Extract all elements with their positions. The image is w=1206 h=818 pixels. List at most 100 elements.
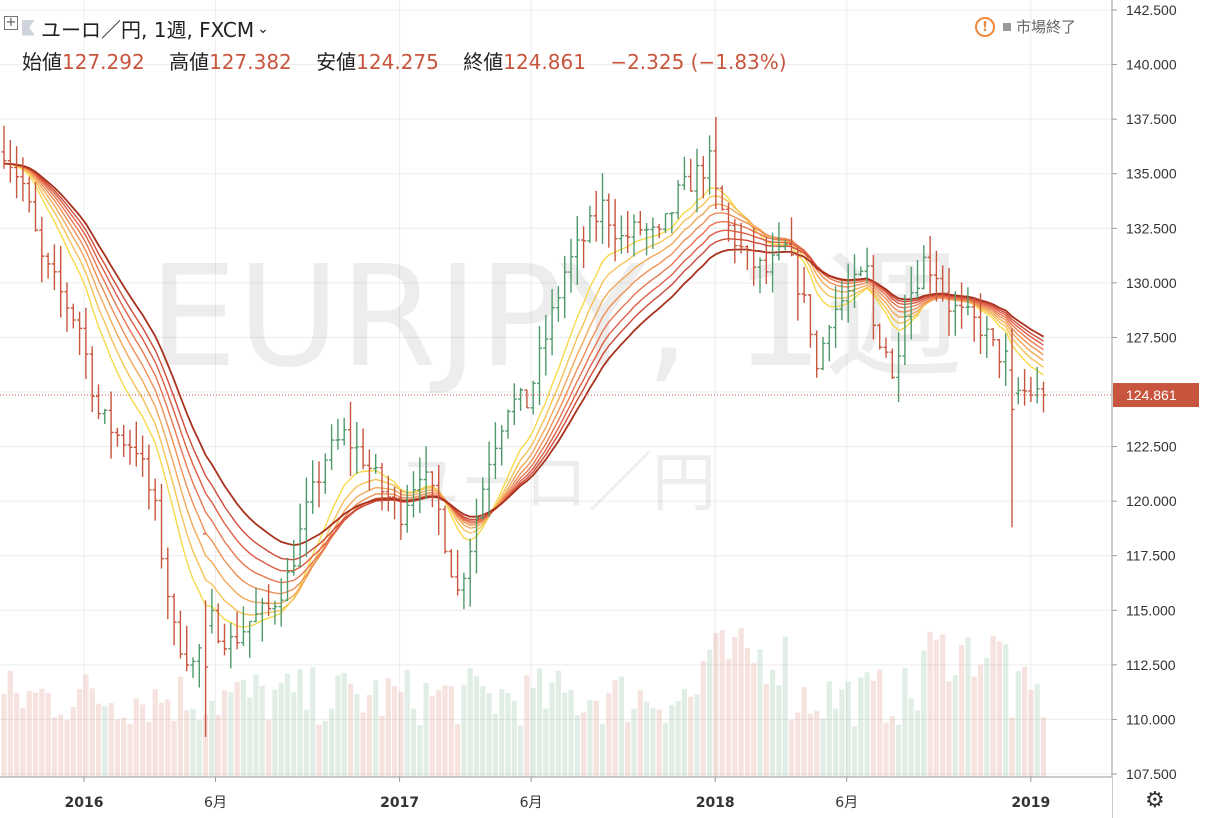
volume-bar bbox=[984, 657, 990, 777]
volume-bar bbox=[902, 668, 908, 777]
ohlc-bar bbox=[442, 505, 448, 554]
volume-bar bbox=[933, 639, 939, 777]
ohlc-bar bbox=[618, 215, 624, 254]
ohlc-bar bbox=[165, 547, 171, 620]
y-tick-label: 130.000 bbox=[1126, 275, 1177, 291]
ohlc-bar bbox=[606, 193, 612, 248]
volume-bar bbox=[14, 692, 20, 777]
volume-bar bbox=[247, 697, 253, 777]
volume-bar bbox=[795, 712, 801, 777]
ohlc-bar bbox=[417, 457, 423, 514]
ohlc-bar bbox=[70, 303, 76, 329]
y-tick-label: 117.500 bbox=[1126, 548, 1176, 564]
ohlc-bar bbox=[7, 139, 13, 183]
volume-bar bbox=[455, 724, 461, 777]
ohlc-bar bbox=[883, 337, 889, 358]
volume-bar bbox=[259, 685, 265, 777]
volume-bar bbox=[171, 721, 177, 777]
chevron-down-icon[interactable]: ⌄ bbox=[257, 20, 269, 37]
ohlc-bar bbox=[45, 252, 51, 279]
volume-bar bbox=[228, 692, 234, 777]
volume-bar bbox=[473, 676, 480, 777]
volume-bar bbox=[839, 689, 845, 777]
volume-bar bbox=[480, 686, 486, 777]
volume-bar bbox=[996, 641, 1002, 777]
volume-bar bbox=[20, 708, 26, 777]
market-status[interactable]: ! 市場終了 bbox=[975, 16, 1076, 37]
warning-icon[interactable]: ! bbox=[975, 16, 995, 37]
ohlc-bar bbox=[600, 173, 605, 244]
volume-bar bbox=[121, 717, 127, 777]
ohlc-bar bbox=[568, 238, 574, 293]
moving-average-line bbox=[3, 162, 1044, 605]
ohlc-bar bbox=[152, 478, 158, 521]
volume-bar bbox=[360, 712, 366, 777]
market-status-label: 市場終了 bbox=[1016, 18, 1077, 36]
moving-average-line bbox=[3, 162, 1044, 628]
y-tick-label: 137.500 bbox=[1126, 111, 1177, 127]
volume-bar bbox=[524, 675, 530, 777]
x-tick-label: 6月 bbox=[835, 795, 858, 811]
ohlc-bar bbox=[908, 266, 914, 340]
ohlc-bar bbox=[398, 489, 404, 540]
low-label: 安値 bbox=[316, 50, 357, 74]
volume-bar bbox=[436, 690, 442, 777]
ohlc-bar bbox=[429, 471, 435, 508]
gear-icon[interactable]: ⚙ bbox=[1145, 788, 1165, 813]
ohlc-bar bbox=[921, 245, 927, 290]
ohlc-bar bbox=[266, 584, 272, 617]
ohlc-bar bbox=[278, 578, 284, 627]
plus-box-icon[interactable]: + bbox=[4, 15, 18, 30]
volume-bar bbox=[977, 664, 984, 777]
ohlc-bar bbox=[26, 176, 32, 213]
volume-bar bbox=[599, 724, 606, 777]
ohlc-bar bbox=[64, 282, 70, 332]
volume-bar bbox=[751, 662, 757, 777]
volume-bar bbox=[637, 690, 643, 777]
y-tick-label: 135.000 bbox=[1126, 166, 1177, 182]
volume-bar bbox=[681, 688, 687, 777]
ohlc-bar bbox=[159, 483, 164, 569]
volume-bar bbox=[354, 694, 360, 777]
volume-bar bbox=[669, 704, 675, 777]
ohlc-bar bbox=[751, 227, 757, 286]
volume-bar bbox=[341, 673, 347, 777]
volume-bar bbox=[108, 703, 114, 777]
volume-bar bbox=[725, 659, 732, 777]
volume-bar bbox=[505, 692, 511, 777]
volume-bar bbox=[58, 714, 64, 777]
ohlc-bar bbox=[329, 424, 335, 471]
ohlc-bar bbox=[574, 216, 580, 285]
volume-bar bbox=[7, 670, 13, 777]
ohlc-bar bbox=[114, 427, 120, 447]
ohlc-bar bbox=[776, 222, 782, 261]
volume-bar bbox=[587, 700, 593, 777]
ohlc-bar bbox=[297, 503, 303, 567]
volume-bar bbox=[322, 720, 328, 777]
volume-bar bbox=[329, 708, 335, 777]
ohlc-bar bbox=[915, 260, 920, 299]
ohlc-bar bbox=[927, 235, 933, 297]
ohlc-bar bbox=[146, 444, 152, 510]
volume-bar bbox=[946, 681, 952, 777]
volume-bar bbox=[820, 718, 826, 777]
volume-bar bbox=[896, 724, 902, 777]
ohlc-bar bbox=[952, 291, 958, 336]
volume-bar bbox=[965, 637, 971, 777]
volume-bar bbox=[763, 683, 769, 777]
volume-bar bbox=[656, 709, 662, 777]
volume-bar bbox=[536, 668, 543, 777]
ohlc-bar bbox=[663, 212, 668, 234]
volume-bar bbox=[165, 699, 171, 777]
volume-bar bbox=[719, 630, 725, 777]
volume-bar bbox=[694, 694, 700, 777]
volume-bar bbox=[574, 715, 580, 777]
volume-bar bbox=[1009, 717, 1015, 777]
volume-bar bbox=[45, 692, 51, 777]
symbol-title[interactable]: ユーロ／円, 1週, FXCM ⌄ bbox=[22, 14, 269, 43]
moving-average-line bbox=[3, 162, 1044, 616]
volume-bar bbox=[549, 682, 555, 777]
volume-bar bbox=[568, 689, 574, 777]
y-tick-label: 115.000 bbox=[1126, 602, 1176, 618]
